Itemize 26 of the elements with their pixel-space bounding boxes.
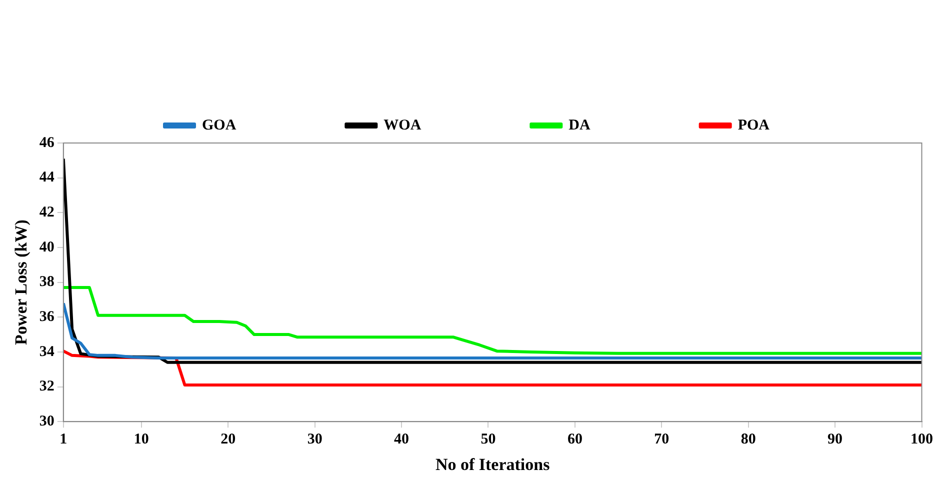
y-tick-label: 34 [39,344,55,360]
legend-label: POA [738,117,770,134]
x-tick-label: 30 [307,431,322,448]
y-tick-label: 46 [39,134,55,151]
legend-label: DA [568,117,590,134]
x-tick-label: 80 [740,431,756,448]
x-tick-label: 20 [220,431,236,448]
x-tick-label: 1 [60,431,68,448]
y-tick-label: 30 [39,413,54,430]
legend-label: WOA [384,117,422,134]
x-tick-label: 90 [828,431,843,448]
y-tick-label: 38 [39,274,54,290]
y-tick-label: 40 [39,239,54,256]
legend-label: GOA [202,117,236,134]
x-axis-title: No of Iterations [435,455,550,474]
y-tick-label: 42 [39,204,54,221]
x-tick-label: 100 [910,431,933,448]
x-tick-label: 60 [567,431,582,448]
y-axis-title: Power Loss (kW) [12,220,31,345]
y-tick-label: 32 [39,378,54,395]
x-tick-label: 70 [654,431,670,448]
x-tick-label: 50 [480,431,496,448]
y-tick-label: 44 [39,170,55,186]
x-tick-label: 40 [394,431,410,448]
y-tick-label: 36 [39,309,55,325]
x-tick-label: 10 [134,431,149,448]
